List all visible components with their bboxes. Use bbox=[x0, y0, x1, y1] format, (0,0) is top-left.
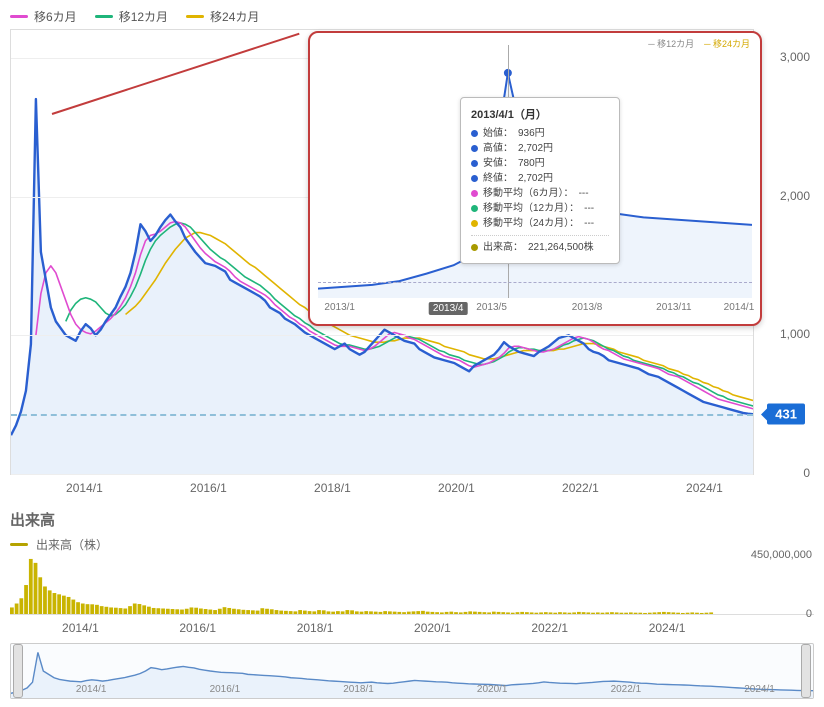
scroll-handle-right[interactable] bbox=[801, 644, 811, 698]
legend-ma12-label: 移12カ月 bbox=[119, 8, 168, 25]
scroll-handle-left[interactable] bbox=[13, 644, 23, 698]
legend-ma24-label: 移24カ月 bbox=[210, 8, 259, 25]
overview-scrollbar[interactable]: 2014/12016/12018/12020/12022/12024/1 bbox=[10, 643, 814, 699]
stock-chart-container: 移6カ月 移12カ月 移24カ月 431 01,0002,0003,000 20… bbox=[0, 0, 824, 707]
legend-ma24: 移24カ月 bbox=[186, 8, 259, 25]
tooltip-volume-label: 出来高： bbox=[483, 240, 523, 255]
price-y-axis: 01,0002,0003,000 bbox=[756, 29, 814, 475]
volume-chart[interactable]: 0450,000,000 bbox=[10, 555, 814, 615]
price-chart[interactable]: 431 01,0002,0003,000 2014/12016/12018/12… bbox=[10, 29, 814, 499]
legend-ma6: 移6カ月 bbox=[10, 8, 77, 25]
volume-legend: 出来高（株） bbox=[10, 536, 814, 553]
callout-x-axis: 2013/12013/42013/52013/82013/112014/1 bbox=[318, 302, 752, 320]
price-tooltip: 2013/4/1（月） 始値：936円高値：2,702円安値：780円終値：2,… bbox=[460, 97, 620, 264]
volume-legend-label: 出来高（株） bbox=[36, 536, 108, 553]
volume-x-axis: 2014/12016/12018/12020/12022/12024/1 bbox=[10, 617, 714, 637]
volume-legend-swatch bbox=[10, 543, 28, 546]
legend-ma12-swatch bbox=[95, 15, 113, 18]
legend-ma24-swatch bbox=[186, 15, 204, 18]
legend-ma6-label: 移6カ月 bbox=[34, 8, 77, 25]
volume-title: 出来高 bbox=[10, 509, 814, 530]
volume-y-axis: 0450,000,000 bbox=[718, 555, 814, 614]
tooltip-volume-value: 221,264,500株 bbox=[528, 240, 594, 255]
tooltip-date: 2013/4/1（月） bbox=[471, 106, 609, 122]
ma-legend: 移6カ月 移12カ月 移24カ月 bbox=[10, 8, 814, 25]
zoom-callout: ─ 移12カ月 ─ 移24カ月 2013/12013/42013/52013/8… bbox=[308, 31, 762, 326]
legend-ma12: 移12カ月 bbox=[95, 8, 168, 25]
legend-ma6-swatch bbox=[10, 15, 28, 18]
tooltip-volume-dot bbox=[471, 244, 478, 251]
price-x-axis: 2014/12016/12018/12020/12022/12024/1 bbox=[10, 477, 754, 499]
